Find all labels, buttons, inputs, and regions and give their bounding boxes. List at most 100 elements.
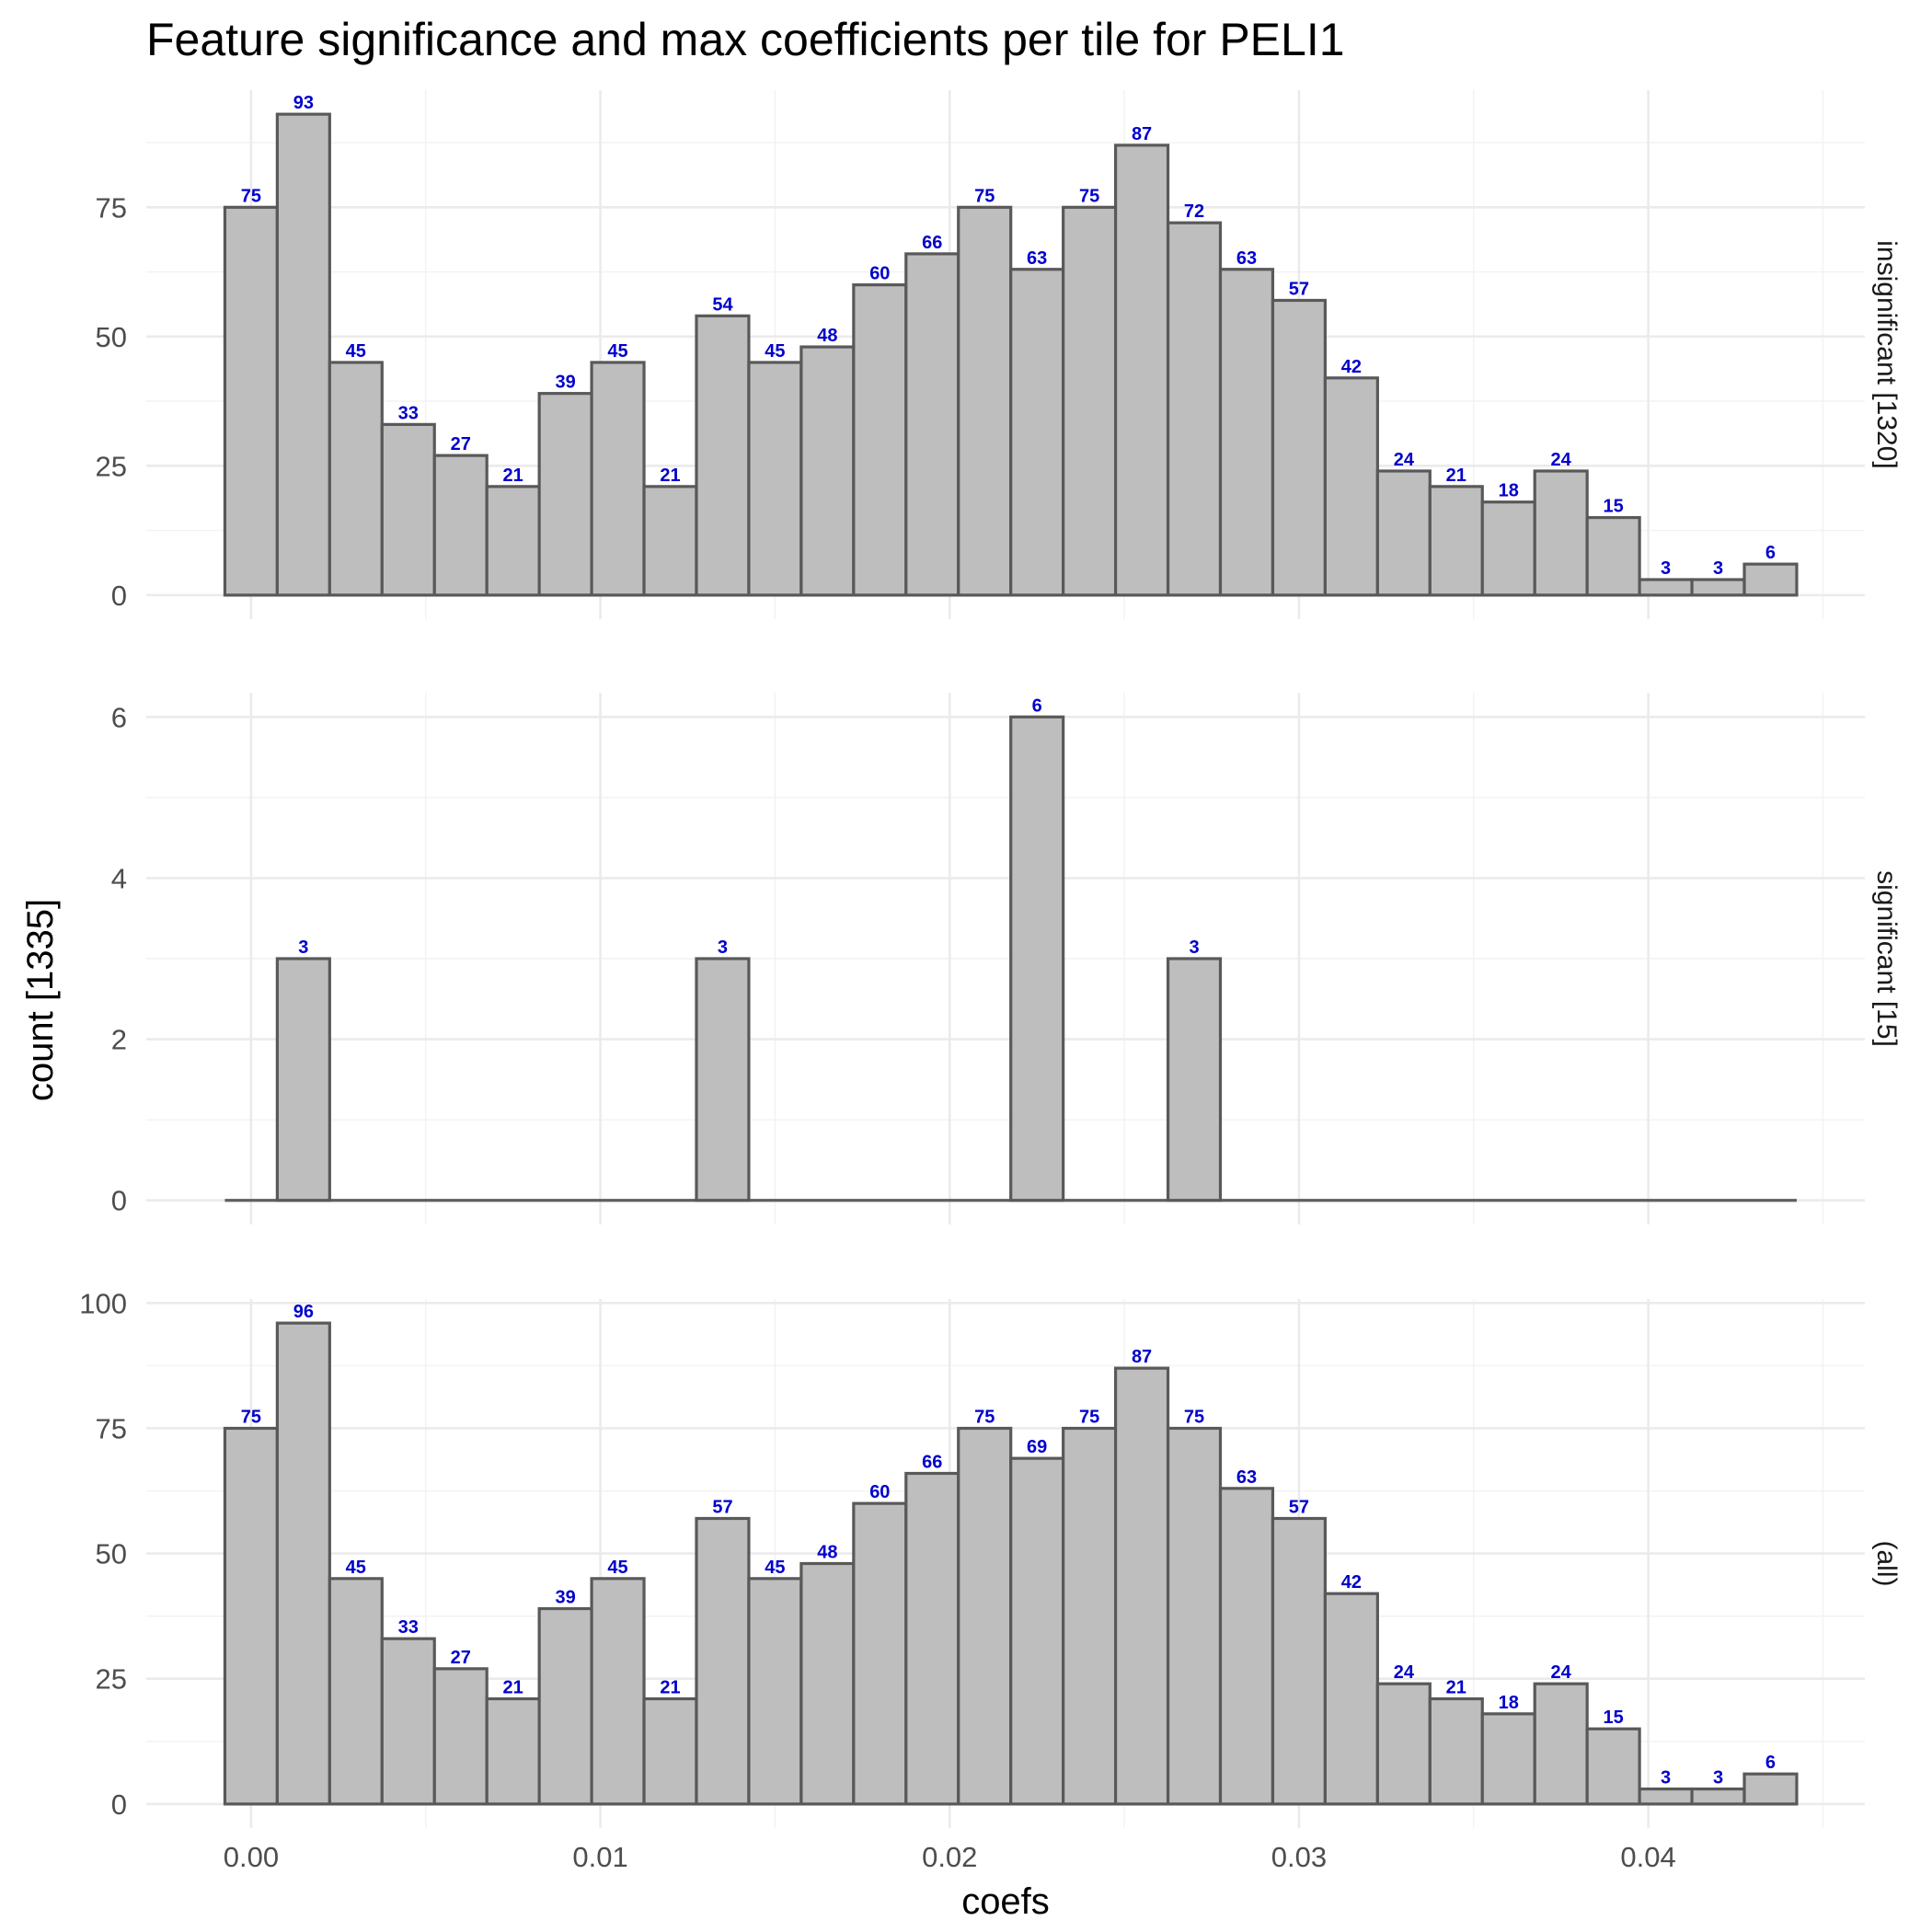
y-tick-label: 50 xyxy=(96,1538,127,1570)
bar-data-label: 18 xyxy=(1499,1693,1519,1713)
histogram-bar xyxy=(328,1577,384,1806)
bar-data-label: 69 xyxy=(1027,1437,1047,1457)
facet-strip-label: (all) xyxy=(1871,1541,1902,1587)
y-tick-label: 100 xyxy=(79,1287,127,1319)
bar-data-label: 57 xyxy=(1289,1497,1309,1517)
histogram-bar xyxy=(695,957,751,1202)
y-tick-label: 75 xyxy=(96,191,127,224)
histogram-bar xyxy=(1428,1696,1484,1806)
facet-panel: 0 2 4 6 3 3 6 3 significant [15] xyxy=(111,693,1902,1225)
histogram-bar xyxy=(1480,1712,1536,1806)
histogram-bar xyxy=(1113,1366,1170,1806)
histogram-bar xyxy=(380,422,436,597)
histogram-bar xyxy=(1166,1426,1223,1806)
y-tick-label: 25 xyxy=(96,450,127,482)
gridlines xyxy=(146,693,1865,1225)
histogram-bar xyxy=(799,345,856,597)
y-tick-label: 25 xyxy=(96,1663,127,1696)
histogram-bar xyxy=(590,361,646,597)
x-tick-label: 0.04 xyxy=(1620,1841,1675,1873)
bar-data-label: 6 xyxy=(1765,543,1776,563)
histogram-bar xyxy=(642,1696,698,1806)
bar-data-label: 45 xyxy=(607,341,627,362)
histogram-bar xyxy=(957,1426,1013,1806)
bar-data-label: 93 xyxy=(293,93,314,113)
bar-data-label: 87 xyxy=(1132,124,1152,144)
histogram-bar xyxy=(1009,715,1065,1202)
bar-data-label: 39 xyxy=(555,1588,575,1608)
histogram-bar xyxy=(432,1667,489,1806)
bar-data-label: 75 xyxy=(241,186,261,206)
bar-data-label: 66 xyxy=(922,1452,942,1472)
histogram-bar xyxy=(1271,1516,1328,1806)
histogram-bar xyxy=(695,1516,751,1806)
histogram-bar xyxy=(1166,957,1223,1202)
bar-data-label: 24 xyxy=(1551,450,1572,470)
bar-data-label: 3 xyxy=(1661,558,1671,579)
bar-data-label: 54 xyxy=(712,294,733,315)
bar-data-label: 75 xyxy=(241,1407,261,1427)
histogram-bar xyxy=(904,252,960,597)
bar-data-label: 48 xyxy=(817,1543,837,1563)
bar-data-label: 18 xyxy=(1499,481,1519,501)
bar-data-label: 45 xyxy=(765,341,785,362)
histogram-bar xyxy=(1009,268,1065,597)
bar-data-label: 15 xyxy=(1604,497,1624,517)
histogram-bar xyxy=(537,392,593,597)
histogram-bar xyxy=(590,1577,646,1806)
facet-strip-label: significant [15] xyxy=(1871,870,1902,1047)
histogram-bar xyxy=(432,454,489,597)
histogram-bar xyxy=(642,485,698,597)
histogram-bar xyxy=(380,1637,436,1806)
bar-data-label: 42 xyxy=(1341,1572,1362,1593)
bar-data-label: 60 xyxy=(869,1482,890,1502)
y-tick-label: 50 xyxy=(96,321,127,353)
histogram-bar xyxy=(1062,205,1118,597)
histogram-bar xyxy=(537,1606,593,1806)
bar-data-label: 6 xyxy=(1765,1753,1776,1773)
bar-data-label: 96 xyxy=(293,1302,314,1322)
bar-data-label: 3 xyxy=(1189,937,1199,958)
bar-data-label: 87 xyxy=(1132,1347,1152,1367)
histogram-bar xyxy=(1533,1682,1589,1806)
bar-data-label: 33 xyxy=(398,1617,419,1638)
bar-data-label: 63 xyxy=(1236,1467,1257,1488)
y-tick-label: 0 xyxy=(111,1185,127,1217)
bar-data-label: 75 xyxy=(1184,1407,1204,1427)
bar-data-label: 21 xyxy=(1446,1678,1466,1698)
y-axis-title: count [1335] xyxy=(20,899,61,1101)
facet-strip-label: insignificant [1320] xyxy=(1871,240,1902,469)
histogram-bar xyxy=(695,314,751,597)
histogram-bar xyxy=(328,361,384,597)
bar-data-label: 42 xyxy=(1341,357,1362,377)
y-tick-label: 0 xyxy=(111,1788,127,1821)
bar-data-label: 57 xyxy=(1289,279,1309,299)
bar-data-label: 21 xyxy=(503,466,523,486)
bar-data-label: 75 xyxy=(1079,186,1099,206)
histogram-bar xyxy=(223,1426,279,1806)
x-tick-label: 0.01 xyxy=(572,1841,627,1873)
bar-data-label: 63 xyxy=(1027,248,1047,269)
x-tick-label: 0.03 xyxy=(1271,1841,1327,1873)
bar-data-label: 33 xyxy=(398,403,419,423)
histogram-bar xyxy=(1113,144,1170,597)
y-tick-label: 0 xyxy=(111,580,127,612)
bar-data-label: 75 xyxy=(974,186,995,206)
bar-data-label: 24 xyxy=(1394,450,1415,470)
bar-data-label: 3 xyxy=(1713,558,1723,579)
bar-data-label: 15 xyxy=(1604,1708,1624,1728)
bar-data-label: 3 xyxy=(298,937,308,958)
bar-data-label: 3 xyxy=(718,937,728,958)
bar-data-label: 63 xyxy=(1236,248,1257,269)
bar-data-label: 3 xyxy=(1713,1768,1723,1788)
bar-data-label: 75 xyxy=(1079,1407,1099,1427)
histogram-bar xyxy=(485,1696,541,1806)
bar-data-label: 21 xyxy=(660,1678,680,1698)
histogram-bar xyxy=(275,1321,331,1806)
histogram-bar xyxy=(1271,298,1328,597)
bar-data-label: 66 xyxy=(922,233,942,253)
bar-data-label: 6 xyxy=(1032,696,1042,716)
histogram-bar xyxy=(1166,221,1223,597)
